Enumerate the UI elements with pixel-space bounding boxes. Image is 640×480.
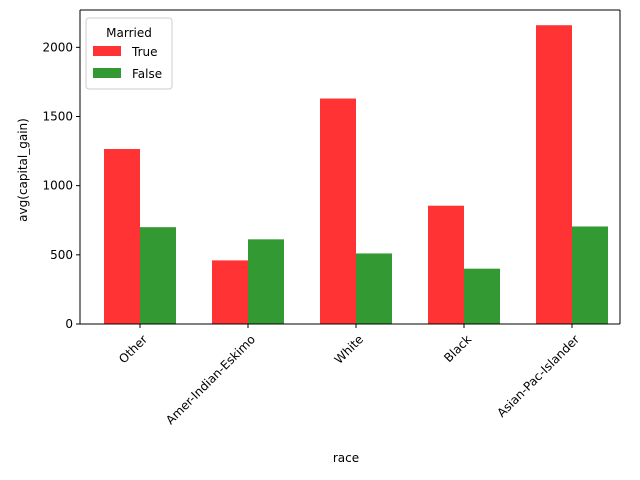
bar-true-asian-pac-islander	[536, 25, 572, 325]
x-tick-label: Black	[441, 332, 474, 365]
axes-group	[79, 9, 621, 325]
legend-swatch-false	[93, 68, 121, 78]
legend-swatch-true	[93, 46, 121, 56]
x-tick-label: White	[332, 332, 367, 367]
y-tick-label: 1000	[42, 179, 73, 193]
bar-false-other	[140, 227, 176, 324]
x-axis-label: race	[333, 451, 359, 465]
y-tick-label: 500	[50, 248, 73, 262]
legend-label-false: False	[132, 67, 162, 81]
bar-true-other	[104, 149, 140, 324]
bar-false-amer-indian-eskimo	[248, 239, 284, 324]
bar-true-amer-indian-eskimo	[212, 260, 248, 324]
bar-false-asian-pac-islander	[572, 226, 608, 324]
bar-false-black	[464, 268, 500, 324]
y-tick-label: 0	[65, 317, 73, 331]
legend-title: Married	[106, 26, 152, 40]
x-tick-label: Asian-Pac-Islander	[494, 332, 582, 420]
x-tick-label: Other	[116, 332, 150, 366]
bar-false-white	[356, 253, 392, 324]
legend-label-true: True	[131, 45, 158, 59]
y-tick-label: 1500	[42, 110, 73, 124]
y-tick-label: 2000	[42, 40, 73, 54]
y-axis-label: avg(capital_gain)	[16, 118, 30, 222]
bar-true-white	[320, 98, 356, 325]
legend: Married True False	[85, 17, 173, 90]
bar-true-black	[428, 205, 464, 324]
x-tick-label: Amer-Indian-Eskimo	[163, 332, 258, 427]
bars-group	[104, 25, 608, 325]
